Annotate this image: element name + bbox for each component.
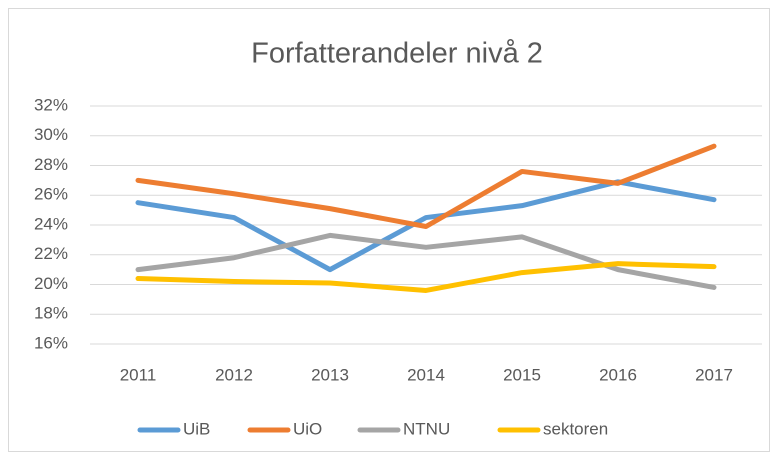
chart-title: Forfatterandeler nivå 2 (251, 38, 543, 70)
y-tick-label: 20% (34, 274, 68, 293)
y-tick-label: 28% (34, 155, 68, 174)
x-tick-label: 2012 (215, 365, 253, 384)
x-tick-label: 2017 (695, 365, 733, 384)
legend-label: UiO (293, 419, 322, 438)
chart-border (8, 8, 770, 452)
x-tick-label: 2014 (407, 365, 445, 384)
legend-label: NTNU (403, 419, 450, 438)
y-tick-label: 22% (34, 244, 68, 263)
y-tick-label: 32% (34, 95, 68, 114)
y-tick-label: 26% (34, 185, 68, 204)
series-line (135, 232, 717, 290)
y-tick-label: 24% (34, 214, 68, 233)
y-tick-label: 18% (34, 304, 68, 323)
x-tick-label: 2016 (599, 365, 637, 384)
y-tick-label: 16% (34, 333, 68, 352)
legend-label: sektoren (543, 419, 608, 438)
x-tick-label: 2013 (311, 365, 349, 384)
x-tick-label: 2015 (503, 365, 541, 384)
series-line (135, 143, 717, 229)
y-tick-label: 30% (34, 125, 68, 144)
series-line (135, 261, 717, 293)
x-tick-label: 2011 (120, 365, 157, 384)
legend-label: UiB (183, 419, 210, 438)
